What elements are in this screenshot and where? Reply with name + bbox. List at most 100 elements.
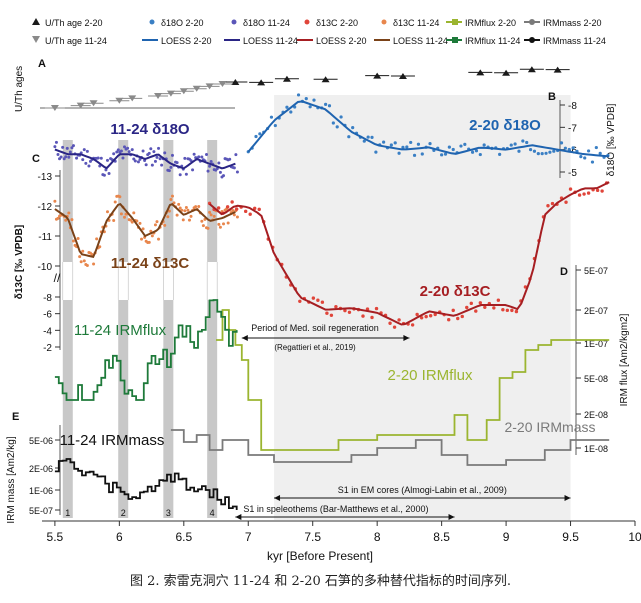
d18o-11-24-point	[81, 158, 85, 162]
d18o-2-20-point	[304, 97, 308, 101]
irm-mass-2-20-line	[170, 429, 610, 466]
panel-d-tick-label: 2E-07	[584, 306, 608, 316]
grey-bar-label-3: 3	[166, 508, 171, 518]
grey-bar-lower-2	[118, 300, 129, 518]
d18o-2-20-point	[451, 147, 455, 152]
d13c-11-24-point	[177, 202, 181, 206]
panel-b-tick-label: -8	[568, 101, 577, 112]
d13c-11-24-point	[201, 224, 205, 228]
d13c-11-24-point	[64, 218, 68, 222]
d13c-2-20-point	[234, 207, 239, 211]
arrowhead	[274, 495, 281, 501]
d18o-11-24-point	[64, 155, 68, 159]
arrowhead	[241, 335, 248, 341]
uth-marker-2-20	[373, 72, 382, 79]
d13c-2-20-point	[577, 193, 582, 197]
d18o-11-24-point	[158, 157, 162, 161]
d18o-2-20-point	[548, 150, 552, 154]
d18o-2-20-point	[559, 141, 564, 145]
annotation-speleo: S1 in speleothems (Bar-Matthews et al., …	[243, 504, 428, 514]
d18o-11-24-point	[218, 170, 222, 174]
uth-marker-11-24	[154, 93, 163, 99]
d18o-2-20-point	[285, 105, 289, 109]
d13c-2-20-point	[451, 308, 455, 313]
d18o-2-20-point	[594, 145, 598, 150]
d13c-11-24-point	[183, 209, 187, 213]
d13c-11-24-point	[78, 255, 82, 259]
uth-marker-2-20	[398, 73, 407, 79]
d18o-2-20-point	[273, 123, 277, 128]
d13c-11-24-point	[235, 215, 239, 219]
d13c-11-24-point	[67, 211, 71, 215]
d18o-11-24-point	[119, 149, 123, 153]
d13c-11-24-point	[70, 218, 74, 222]
d18o-2-20-point	[370, 135, 374, 139]
grey-bar-3	[163, 140, 174, 262]
d13c-11-24-point	[95, 237, 99, 241]
d18o-2-20-point	[335, 125, 339, 129]
label-d18o-2-20: 2-20 δ18O	[469, 117, 541, 134]
d13c-2-20-point	[492, 306, 496, 310]
d13c-2-20-point	[298, 299, 302, 303]
d13c-11-24-point	[155, 220, 159, 224]
d13c-2-20-point	[424, 314, 428, 319]
d18o-2-20-point	[544, 151, 548, 155]
d18o-11-24-point	[99, 156, 103, 160]
annotation-em: S1 in EM cores (Almogi-Labin et al., 200…	[338, 485, 507, 495]
d18o-2-20-point	[258, 132, 262, 136]
d18o-11-24-point	[167, 169, 171, 173]
d18o-2-20-point	[308, 105, 312, 109]
d13c-11-24-point	[169, 198, 173, 202]
uth-marker-2-20	[257, 79, 266, 86]
uth-marker-11-24	[50, 105, 59, 111]
panel-d-tick-label: 5E-08	[584, 374, 608, 384]
d13c-2-20-point	[586, 191, 591, 195]
d18o-11-24-point	[197, 155, 201, 159]
d18o-2-20-point	[583, 156, 587, 160]
d13c-2-20-point	[316, 298, 320, 302]
d18o-11-24-point	[53, 145, 57, 149]
d18o-11-24-point	[169, 165, 173, 169]
panel-d-tick-label: 2E-08	[584, 410, 608, 420]
d13c-2-20-point	[397, 318, 401, 322]
d13c-11-24-point	[85, 263, 89, 267]
d18o-11-24-point	[105, 158, 109, 162]
loess-d18o-2-20	[247, 100, 610, 158]
grey-bar-label-4: 4	[210, 508, 215, 518]
d13c-2-20-point	[248, 212, 252, 216]
d13c-11-24-point	[98, 245, 102, 249]
d18o-2-20-point	[374, 150, 378, 154]
d13c-2-20-point	[546, 204, 550, 208]
d13c-2-20-point	[465, 305, 469, 310]
d18o-2-20-point	[393, 141, 397, 145]
shaded-interval	[274, 95, 571, 520]
d13c-11-24-point	[194, 205, 198, 209]
label-irm-mass-2-20: 2-20 IRMmass	[504, 419, 595, 435]
arrowhead	[564, 495, 571, 501]
d18o-2-20-point	[509, 143, 513, 147]
d13c-2-20-point	[374, 306, 379, 311]
legend-label: LOESS 11-24	[243, 36, 298, 46]
label-d13c-2-20: 2-20 δ13C	[420, 283, 491, 300]
d18o-11-24-point	[96, 156, 100, 160]
uth-marker-11-24	[128, 95, 137, 102]
d13c-11-24-point	[123, 215, 127, 219]
panel-c-tick-label: -6	[43, 310, 52, 321]
d13c-2-20-point	[320, 300, 325, 304]
d13c-2-20-point	[456, 316, 460, 321]
d13c-2-20-point	[433, 312, 437, 317]
d13c-2-20-point	[600, 189, 604, 193]
d18o-2-20-point	[296, 93, 301, 97]
d13c-2-20-point	[469, 301, 473, 306]
d13c-11-24-point	[170, 194, 174, 198]
d13c-2-20-point	[447, 318, 451, 322]
d18o-2-20-point	[331, 121, 335, 125]
d18o-2-20-point	[478, 152, 482, 157]
d13c-2-20-point	[496, 298, 501, 302]
d13c-11-24-point	[200, 219, 204, 223]
d18o-2-20-point	[289, 110, 293, 114]
panel-d-tick-label: 1E-07	[584, 339, 608, 349]
x-tick-label: 8	[374, 530, 381, 544]
x-axis-label: kyr [Before Present]	[267, 549, 373, 563]
legend-marker	[452, 37, 458, 43]
